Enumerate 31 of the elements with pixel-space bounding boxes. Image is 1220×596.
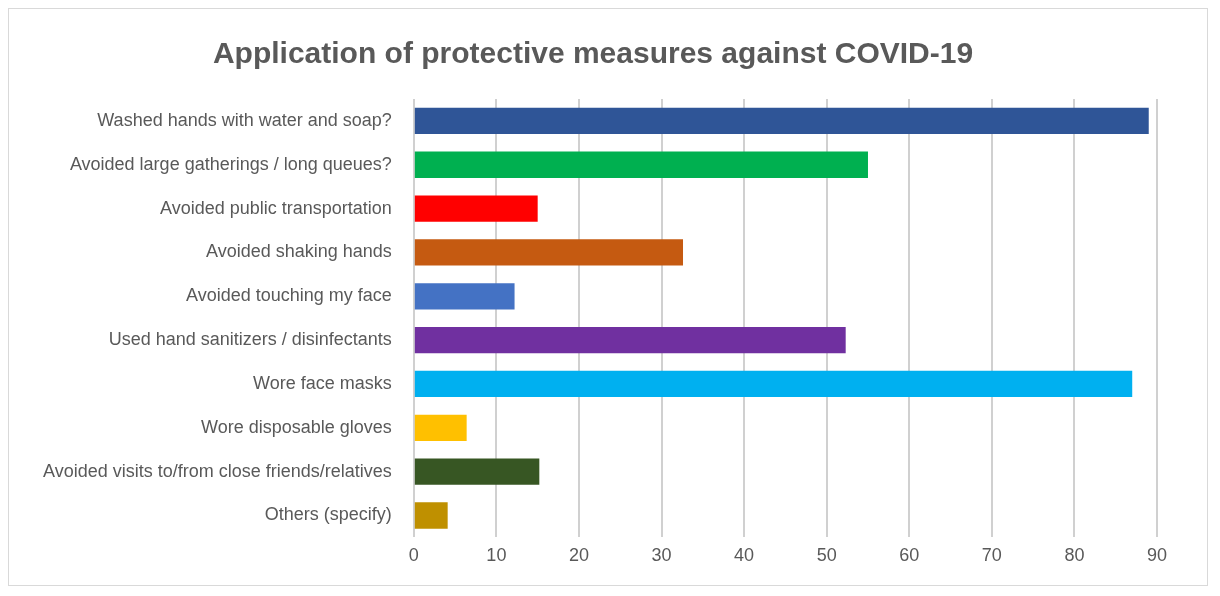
x-tick-label: 10 [486,545,507,566]
x-tick-label: 80 [1064,545,1085,566]
y-tick-label: Wore face masks [253,372,392,393]
bar [414,151,868,178]
y-tick-label: Used hand sanitizers / disinfectants [108,329,392,350]
y-tick-label: Avoided public transportation [159,197,392,218]
y-tick-label: Avoided touching my face [186,285,392,306]
bar [414,414,467,441]
x-tick-label: 0 [408,545,419,566]
bar [414,195,538,222]
x-tick-label: 90 [1146,545,1168,566]
y-tick-label: Avoided shaking hands [206,241,392,262]
x-tick-label: 30 [651,545,672,566]
y-tick-label: Avoided large gatherings / long queues? [69,153,392,174]
bar [414,283,515,310]
chart-title: Application of protective measures against COVID-19 [212,36,974,70]
x-tick-label: 60 [899,545,920,566]
bar [414,107,1149,135]
x-tick-label: 20 [568,545,589,566]
y-tick-label: Wore disposable gloves [201,416,392,437]
x-tick-label: 50 [816,545,837,566]
bar [414,458,540,485]
bar [414,326,846,354]
y-tick-label: Others (specify) [264,504,392,525]
x-tick-label: 70 [981,545,1002,566]
bar [414,502,448,529]
x-tick-label: 40 [734,545,755,566]
bar [414,370,1133,398]
bar [414,239,684,266]
y-tick-label: Washed hands with water and soap? [97,109,392,130]
y-tick-label: Avoided visits to/from close friends/relatives [43,460,392,481]
